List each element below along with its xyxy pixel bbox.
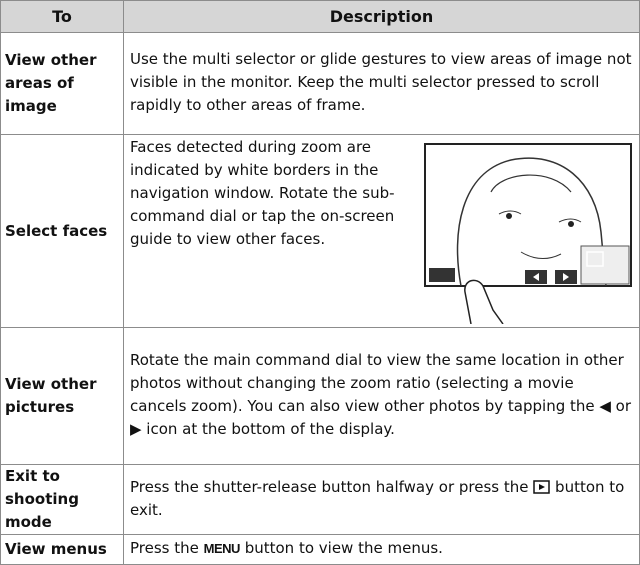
- description-cell: Use the multi selector or glide gestures…: [123, 32, 640, 135]
- to-cell: Exit to shooting mode: [0, 464, 124, 535]
- text: Press the: [130, 539, 199, 557]
- description-cell: Press the shutter-release button halfway…: [123, 464, 640, 535]
- playback-icon: [533, 479, 551, 494]
- text: button to exit.: [130, 477, 625, 519]
- zoom-illustration: [424, 143, 633, 324]
- row: Select faces Faces detected during zoom …: [0, 134, 640, 328]
- description-cell: Press the MENU button to view the menus.: [123, 534, 640, 565]
- description-cell: Faces detected during zoom are indicated…: [123, 134, 640, 328]
- description-text: Faces detected during zoom are indicated…: [130, 138, 395, 248]
- header-row: To Description: [0, 0, 640, 33]
- to-cell: View menus: [0, 534, 124, 565]
- text: button to view the menus.: [244, 539, 443, 557]
- cell-content: Faces detected during zoom are indicated…: [130, 136, 633, 324]
- to-cell: View other pictures: [0, 327, 124, 465]
- description-cell: Rotate the main command dial to view the…: [123, 327, 640, 465]
- to-cell: Select faces: [0, 134, 124, 328]
- to-cell: View other areas of image: [0, 32, 124, 135]
- row: Exit to shooting mode Press the shutter-…: [0, 464, 640, 535]
- header-cell: To: [0, 0, 124, 33]
- menu-label: MENU: [203, 541, 241, 556]
- row: View other pictures Rotate the main comm…: [0, 327, 640, 465]
- header-cell: Description: [123, 0, 640, 33]
- row: View other areas of image Use the multi …: [0, 32, 640, 135]
- row: View menus Press the MENU button to view…: [0, 534, 640, 565]
- text: Press the shutter-release button halfway…: [130, 477, 529, 496]
